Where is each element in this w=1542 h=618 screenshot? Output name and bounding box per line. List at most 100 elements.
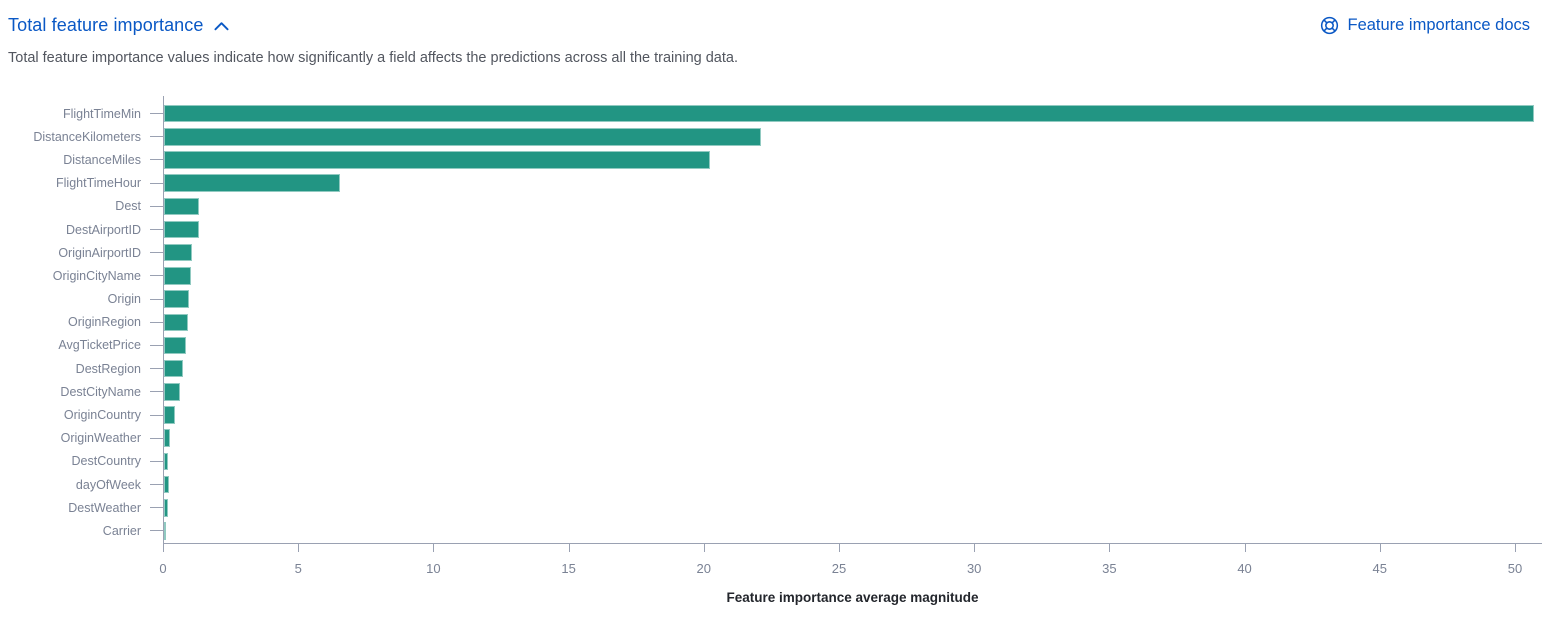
chart-row: OriginRegion — [0, 311, 1542, 334]
bar — [164, 359, 184, 378]
chart-row: OriginCityName — [0, 264, 1542, 287]
chart-row: Carrier — [0, 519, 1542, 542]
chart-row: DistanceKilometers — [0, 125, 1542, 148]
y-axis-tick — [150, 113, 163, 115]
bar-track — [163, 102, 1542, 125]
x-axis-tick-label: 20 — [696, 560, 712, 576]
section-description: Total feature importance values indicate… — [8, 50, 738, 66]
bar-track — [163, 264, 1542, 287]
x-axis-tick — [974, 543, 976, 552]
bar — [164, 406, 176, 424]
x-axis-title: Feature importance average magnitude — [726, 589, 979, 605]
bar-track — [163, 172, 1542, 195]
chart-row: Origin — [0, 288, 1542, 311]
y-axis-tick — [150, 182, 163, 184]
y-axis-category-label: OriginRegion — [68, 315, 141, 330]
feature-importance-chart: FlightTimeMin DistanceKilometers DistanceM… — [0, 96, 1542, 605]
x-axis-tick — [1514, 543, 1516, 552]
x-axis-tick — [433, 543, 435, 552]
y-axis-tick — [150, 252, 163, 254]
bar-track — [163, 125, 1542, 148]
y-axis-category-label: Carrier — [102, 523, 141, 538]
y-axis-tick — [150, 530, 163, 532]
bar — [164, 267, 192, 285]
y-axis-category-label: Origin — [107, 292, 141, 307]
bar — [164, 128, 762, 146]
chart-row: AvgTicketPrice — [0, 334, 1542, 357]
y-axis-tick — [150, 136, 163, 138]
x-axis-tick — [1244, 543, 1246, 552]
bar-track — [163, 218, 1542, 241]
bar — [164, 290, 190, 308]
feature-importance-docs-link[interactable]: Feature importance docs — [1320, 13, 1530, 37]
x-axis-tick-label: 25 — [831, 560, 847, 576]
chart-row: Dest — [0, 195, 1542, 218]
bar — [164, 429, 170, 447]
x-axis-tick — [298, 543, 300, 552]
chart-row: DestAirportID — [0, 218, 1542, 241]
chevron-up-icon — [213, 22, 229, 31]
bar-track — [163, 403, 1542, 426]
y-axis-category-label: DestRegion — [75, 361, 141, 376]
y-axis-category-label: DestWeather — [68, 500, 141, 515]
y-axis-category-label: AvgTicketPrice — [58, 338, 141, 353]
y-axis-tick — [150, 368, 163, 370]
chart-row: DestCountry — [0, 450, 1542, 473]
y-axis-category-label: DistanceKilometers — [33, 129, 141, 144]
y-axis-tick — [150, 344, 163, 346]
bar — [164, 522, 166, 540]
chart-row: FlightTimeMin — [0, 102, 1542, 125]
bar — [164, 174, 340, 192]
x-axis-tick-label: 0 — [159, 560, 167, 576]
x-axis-tick-label: 30 — [966, 560, 982, 576]
bar-track — [163, 148, 1542, 171]
bar — [164, 313, 188, 332]
y-axis-tick — [150, 437, 163, 439]
bar — [164, 383, 181, 401]
bar-track — [163, 450, 1542, 473]
y-axis-tick — [150, 391, 163, 393]
x-axis-tick — [838, 543, 840, 552]
bar — [164, 104, 1534, 123]
y-axis-category-label: OriginCityName — [52, 268, 141, 283]
x-axis-tick — [163, 543, 164, 552]
x-axis-tick-label: 40 — [1237, 560, 1252, 576]
chart-row: dayOfWeek — [0, 473, 1542, 496]
bar-track — [163, 496, 1542, 519]
y-axis-tick — [150, 321, 163, 323]
y-axis-tick — [150, 205, 163, 207]
x-axis-tick-label: 35 — [1102, 560, 1117, 576]
y-axis-category-label: DestCountry — [71, 454, 141, 469]
bar-track — [163, 427, 1542, 450]
chart-row: OriginWeather — [0, 427, 1542, 450]
y-axis-category-label: OriginWeather — [60, 431, 141, 446]
y-axis-category-label: DestCityName — [60, 384, 141, 399]
y-axis-category-label: FlightTimeMin — [62, 106, 141, 121]
bar-track — [163, 334, 1542, 357]
x-axis: 0 5 10 15 20 25 30 35 40 45 50 — [159, 542, 1542, 590]
x-axis-tick-label: 50 — [1507, 560, 1523, 576]
bar-track — [163, 473, 1542, 496]
bar-track — [163, 288, 1542, 311]
y-axis-tick — [150, 484, 163, 486]
y-axis-tick — [150, 229, 163, 231]
chart-row: DestCityName — [0, 380, 1542, 403]
panel-header: Total feature importance Feature importa… — [0, 0, 1542, 37]
y-axis-tick — [150, 298, 163, 300]
chart-row: FlightTimeHour — [0, 172, 1542, 195]
bar — [164, 452, 169, 471]
bar — [164, 243, 193, 262]
y-axis-tick — [150, 507, 163, 509]
y-axis-category-label: OriginCountry — [63, 408, 141, 423]
x-axis-tick-label: 5 — [294, 560, 302, 576]
total-feature-importance-accordion-toggle[interactable]: Total feature importance — [8, 13, 229, 37]
bar-track — [163, 311, 1542, 334]
bar-track — [163, 380, 1542, 403]
x-axis-tick-label: 10 — [426, 560, 441, 576]
x-axis-tick-label: 45 — [1372, 560, 1387, 576]
docs-link-label: Feature importance docs — [1347, 16, 1530, 34]
y-axis-category-label: DestAirportID — [65, 222, 141, 237]
bar — [164, 220, 199, 239]
y-axis-tick — [150, 159, 163, 161]
bar-track — [163, 519, 1542, 542]
